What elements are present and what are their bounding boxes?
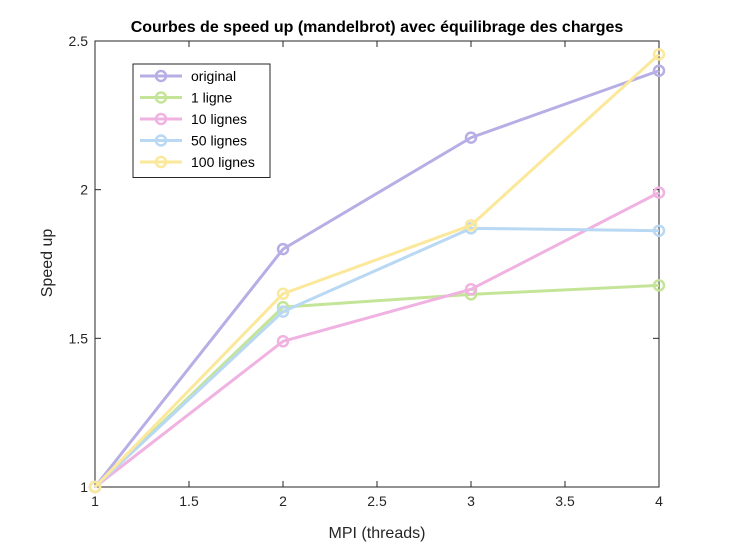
series-marker	[652, 48, 666, 61]
legend-entry: 10 lignes	[140, 111, 247, 127]
legend-swatch-marker	[154, 69, 168, 83]
x-tick-label: 3.5	[555, 493, 575, 509]
x-tick-label: 1	[91, 493, 99, 509]
x-tick-label: 2	[279, 493, 287, 509]
x-tick-label: 2.5	[367, 493, 387, 509]
series-marker	[464, 131, 478, 144]
series-marker	[652, 186, 666, 199]
series-marker	[652, 279, 666, 292]
legend-label: 50 lignes	[191, 133, 247, 149]
series-marker	[276, 305, 290, 318]
series-marker	[276, 335, 290, 348]
legend-label: 1 ligne	[191, 90, 232, 106]
legend-swatch-marker	[154, 155, 168, 169]
y-tick-label: 2.5	[69, 33, 89, 49]
legend-entry: 1 ligne	[140, 90, 232, 106]
legend-entry: 100 lignes	[140, 154, 255, 170]
x-tick-label: 3	[467, 493, 475, 509]
y-tick-label: 1.5	[69, 330, 89, 346]
x-tick-label: 4	[655, 493, 663, 509]
legend-label: original	[191, 68, 236, 84]
series-lines	[88, 48, 666, 494]
chart-title: Courbes de speed up (mandelbrot) avec éq…	[131, 19, 624, 36]
legend-swatch-marker	[154, 91, 168, 104]
legend-swatch-marker	[154, 112, 168, 126]
series-line	[93, 53, 661, 489]
x-tick-label: 1.5	[179, 493, 199, 509]
legend-swatch-marker	[154, 134, 168, 147]
legend-label: 100 lignes	[191, 154, 255, 170]
series-marker	[276, 242, 290, 256]
series-marker	[652, 64, 666, 77]
series-marker	[652, 224, 666, 237]
series-line	[94, 191, 660, 489]
series-marker	[464, 219, 478, 232]
legend-entry: 50 lignes	[140, 133, 247, 149]
y-tick-label: 2	[80, 182, 88, 198]
series-marker	[276, 287, 290, 300]
series-100-lignes	[88, 48, 666, 494]
series-marker	[464, 283, 478, 296]
legend: original 1 ligne 10 lignes 50 lignes 100 lig…	[132, 63, 271, 178]
series-line	[93, 226, 660, 489]
legend-label: 10 lignes	[191, 111, 247, 127]
y-tick-label: 1	[80, 479, 88, 495]
y-axis-label: Speed up	[39, 229, 56, 298]
series-marker	[88, 480, 102, 494]
x-axis-label: MPI (threads)	[329, 525, 426, 542]
series-line	[93, 69, 660, 488]
legend-entry: original	[140, 68, 236, 84]
series-line	[93, 283, 660, 489]
